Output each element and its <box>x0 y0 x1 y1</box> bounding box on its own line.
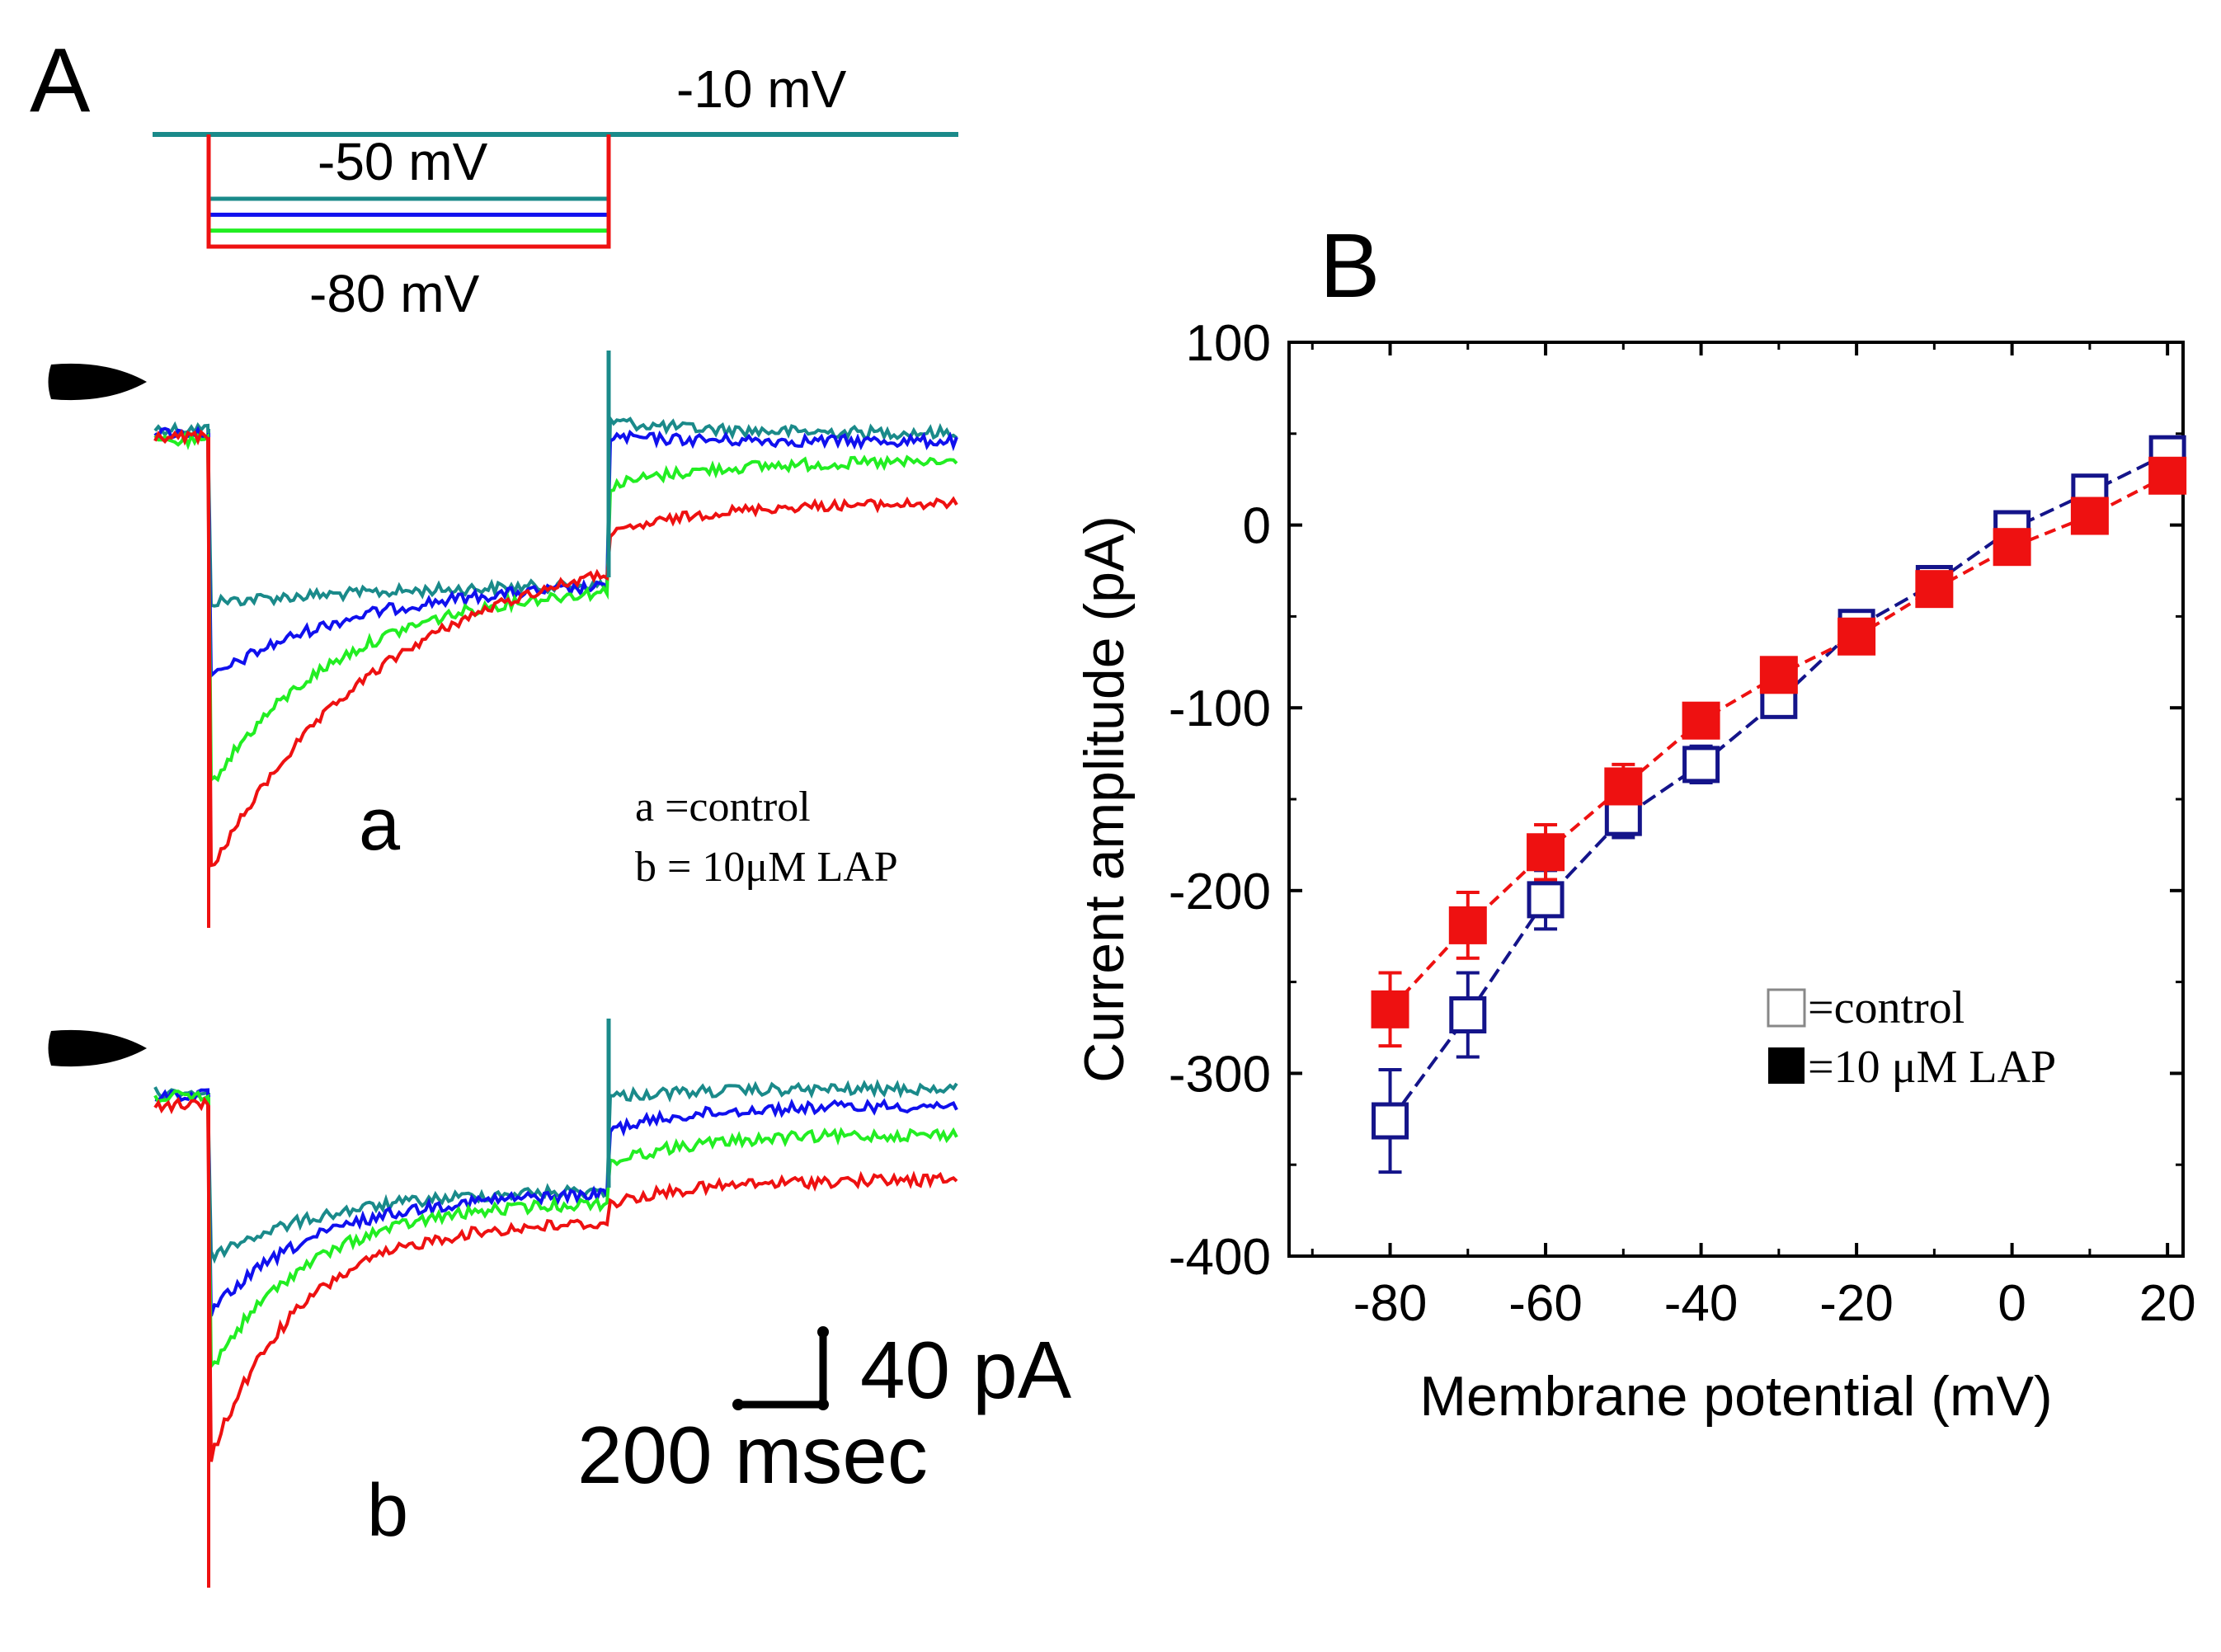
trace-a-label: a <box>359 784 401 866</box>
trace-a-marker-icon <box>48 363 147 401</box>
trace-control-80 <box>153 429 958 868</box>
trace-control-70 <box>153 431 958 784</box>
point-control <box>1372 1102 1409 1140</box>
point-lap <box>2070 497 2109 535</box>
legend-control-label: =control <box>1808 982 1965 1033</box>
trace-lap-80 <box>153 1096 958 1462</box>
protocol-step-bottom-label: -80 mV <box>309 264 480 323</box>
scale-time-label: 200 msec <box>577 1410 928 1500</box>
y-tick-label: -300 <box>1169 1046 1271 1103</box>
panel-a: A -10 mV -50 mV -80 mV a b a =control b … <box>30 30 1072 1588</box>
trace-lap-70 <box>153 1090 958 1372</box>
trace-control-50 <box>153 413 958 608</box>
x-tick-label: 20 <box>2139 1275 2196 1332</box>
point-lap <box>1759 656 1798 694</box>
point-lap <box>1915 570 1954 609</box>
point-control <box>1604 798 1642 836</box>
panel-a-label: A <box>30 30 91 131</box>
x-tick-label: 0 <box>1997 1275 2026 1332</box>
current-traces-lap <box>153 1019 958 1588</box>
scale-current-label: 40 pA <box>860 1325 1072 1415</box>
x-axis-label: Membrane potential (mV) <box>1419 1365 2052 1428</box>
point-control <box>1449 995 1487 1033</box>
scale-bar <box>732 1326 829 1410</box>
point-lap <box>1993 528 2031 567</box>
y-tick-label: -100 <box>1169 680 1271 737</box>
protocol-holding-label: -10 mV <box>676 59 847 119</box>
legend-b-lap: b = 10μM LAP <box>635 844 898 891</box>
trace-b-marker-icon <box>48 1029 147 1067</box>
legend-lap-swatch <box>1768 1047 1805 1084</box>
point-lap <box>1527 833 1565 872</box>
point-lap <box>1838 617 1876 656</box>
point-lap <box>2148 456 2187 495</box>
voltage-protocol <box>153 132 958 249</box>
legend-lap-label: =10 μM LAP <box>1808 1042 2056 1093</box>
y-tick-label: -200 <box>1169 864 1271 920</box>
y-tick-label: 0 <box>1243 498 1271 555</box>
y-tick-label: -400 <box>1169 1229 1271 1286</box>
point-lap <box>1448 906 1487 944</box>
protocol-step-80 <box>206 134 611 249</box>
point-lap <box>1604 767 1643 806</box>
point-control <box>1682 746 1720 784</box>
x-tick-label: -40 <box>1664 1275 1739 1332</box>
legend-a-control: a =control <box>635 784 811 831</box>
x-tick-label: -20 <box>1819 1275 1894 1332</box>
series-line-lap <box>1389 473 2169 1011</box>
trace-lap-50 <box>153 1079 958 1264</box>
trace-b-label: b <box>367 1470 408 1552</box>
point-lap <box>1371 990 1409 1028</box>
legend: =control =10 μM LAP <box>1767 982 2056 1093</box>
plot-area <box>1371 435 2187 1174</box>
current-traces-control <box>153 351 958 928</box>
y-tick-label: 100 <box>1186 315 1271 372</box>
series-line-control <box>1388 452 2169 1123</box>
protocol-step-top-label: -50 mV <box>318 132 488 191</box>
trace-control-60 <box>153 426 958 680</box>
panel-b-label: B <box>1320 215 1380 317</box>
point-control <box>1527 881 1565 919</box>
y-axis-label: Current amplitude (pA) <box>1073 515 1136 1083</box>
x-tick-label: -80 <box>1353 1275 1428 1332</box>
legend-control-swatch <box>1767 988 1806 1028</box>
x-tick-label: -60 <box>1508 1275 1583 1332</box>
point-lap <box>1682 701 1720 740</box>
trace-lap-60 <box>154 1088 958 1317</box>
plot-frame <box>1287 341 2185 1258</box>
